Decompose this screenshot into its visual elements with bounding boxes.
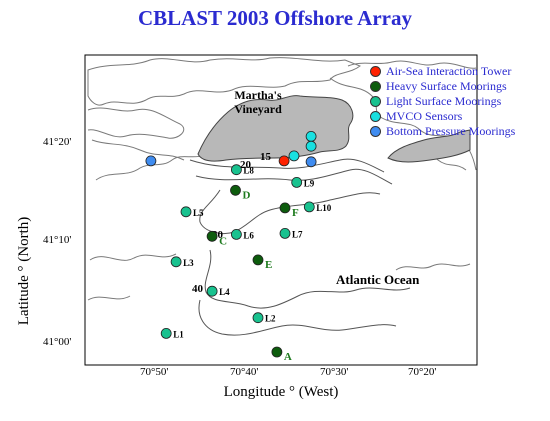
station-label-f: F bbox=[292, 207, 299, 219]
xtick-70-40: 70°40' bbox=[230, 366, 259, 378]
ytick-41-10: 41°10' bbox=[43, 234, 72, 246]
station-label-a: A bbox=[284, 351, 292, 363]
station-label-e: E bbox=[265, 259, 272, 271]
island-label-line1: Martha's bbox=[234, 88, 282, 102]
station-label-c: C bbox=[219, 235, 227, 247]
legend-label-bpm: Bottom Pressure Moorings bbox=[386, 124, 516, 138]
station-marker-bpm-20 bbox=[305, 156, 317, 168]
station-label-l1: L1 bbox=[173, 329, 184, 339]
station-marker-bpm-19 bbox=[145, 155, 157, 167]
station-marker-c bbox=[206, 230, 218, 242]
bathymetry-contours bbox=[87, 57, 477, 301]
depth-contours bbox=[189, 158, 411, 336]
xtick-70-30: 70°30' bbox=[320, 366, 349, 378]
legend-swatch-bpm bbox=[370, 126, 381, 137]
legend-item-light: Light Surface Moorings bbox=[370, 94, 515, 109]
station-marker-l1 bbox=[160, 327, 172, 339]
legend-item-bpm: Bottom Pressure Moorings bbox=[370, 124, 515, 139]
xtick-70-50: 70°50' bbox=[140, 366, 169, 378]
ytick-41-20: 41°20' bbox=[43, 136, 72, 148]
station-marker-l6 bbox=[230, 228, 242, 240]
station-marker-l4 bbox=[206, 285, 218, 297]
station-marker-l8 bbox=[230, 164, 242, 176]
station-label-l7: L7 bbox=[292, 229, 303, 239]
station-marker-l5 bbox=[180, 206, 192, 218]
station-marker-mvco-16 bbox=[288, 150, 300, 162]
legend-label-heavy: Heavy Surface Moorings bbox=[386, 79, 507, 93]
xtick-70-20: 70°20' bbox=[408, 366, 437, 378]
station-label-l5: L5 bbox=[193, 208, 204, 218]
y-axis-label: Latitude ° (North) bbox=[16, 216, 32, 326]
legend-label-mvco: MVCO Sensors bbox=[386, 109, 463, 123]
legend-swatch-light bbox=[370, 96, 381, 107]
legend-swatch-tower bbox=[370, 66, 381, 77]
station-label-l9: L9 bbox=[304, 178, 315, 188]
station-marker-l9 bbox=[291, 176, 303, 188]
x-axis-label: Longitude ° (West) bbox=[223, 384, 339, 400]
station-label-l2: L2 bbox=[265, 314, 276, 324]
legend-item-heavy: Heavy Surface Moorings bbox=[370, 79, 515, 94]
depth-label-40: 40 bbox=[192, 283, 204, 295]
ocean-label: Atlantic Ocean bbox=[336, 272, 420, 287]
ytick-41-00: 41°00' bbox=[43, 336, 72, 348]
station-label-d: D bbox=[243, 189, 251, 201]
station-marker-e bbox=[252, 254, 264, 266]
station-label-l6: L6 bbox=[243, 230, 254, 240]
legend-label-light: Light Surface Moorings bbox=[386, 94, 502, 108]
station-marker-f bbox=[279, 202, 291, 214]
island-label-line2: Vineyard bbox=[234, 102, 282, 116]
station-label-l8: L8 bbox=[243, 166, 254, 176]
stations-layer: L1 L2 L3 L4 L5 L6 L7 L8 L9 L10 A C D E F bbox=[145, 130, 332, 363]
legend-item-mvco: MVCO Sensors bbox=[370, 109, 515, 124]
station-marker-tower-15 bbox=[278, 155, 290, 167]
legend-item-tower: Air-Sea Interaction Tower bbox=[370, 64, 515, 79]
station-marker-a bbox=[271, 346, 283, 358]
station-marker-l2 bbox=[252, 312, 264, 324]
station-label-l10: L10 bbox=[316, 203, 332, 213]
station-marker-d bbox=[230, 184, 241, 196]
station-marker-mvco-18 bbox=[305, 140, 317, 152]
legend-swatch-mvco bbox=[370, 111, 381, 122]
station-marker-mvco-17 bbox=[305, 130, 317, 142]
depth-label-30: 30 bbox=[212, 229, 224, 241]
station-marker-l3 bbox=[170, 256, 182, 268]
map-title: CBLAST 2003 Offshore Array bbox=[138, 6, 412, 30]
depth-label-20: 20 bbox=[240, 159, 252, 171]
legend-label-tower: Air-Sea Interaction Tower bbox=[386, 64, 512, 78]
station-label-l4: L4 bbox=[219, 287, 230, 297]
station-marker-l7 bbox=[279, 227, 291, 239]
station-label-l3: L3 bbox=[183, 258, 194, 268]
station-marker-l10 bbox=[303, 201, 315, 213]
eastern-land bbox=[387, 129, 471, 163]
depth-label-15: 15 bbox=[260, 151, 272, 163]
legend-swatch-heavy bbox=[370, 81, 381, 92]
legend: Air-Sea Interaction Tower Heavy Surface … bbox=[370, 64, 515, 139]
